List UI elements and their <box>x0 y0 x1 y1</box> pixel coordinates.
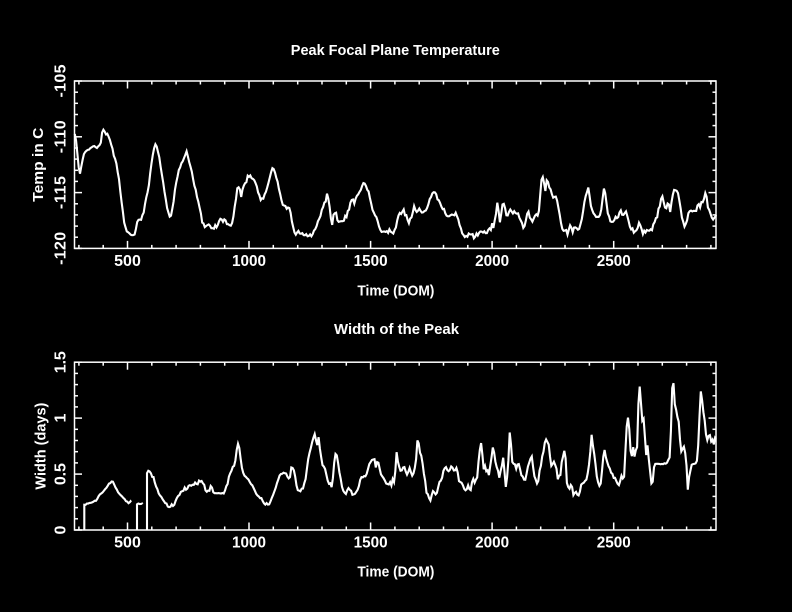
svg-text:1500: 1500 <box>354 253 388 270</box>
svg-text:1000: 1000 <box>232 535 266 552</box>
svg-text:1: 1 <box>52 414 69 423</box>
svg-text:0.5: 0.5 <box>52 463 69 485</box>
svg-text:-120: -120 <box>52 232 69 265</box>
svg-text:-115: -115 <box>52 176 69 209</box>
svg-text:500: 500 <box>114 253 141 270</box>
svg-text:0: 0 <box>52 525 69 534</box>
svg-text:2000: 2000 <box>475 535 509 552</box>
svg-text:Time (DOM): Time (DOM) <box>357 283 434 300</box>
svg-text:1500: 1500 <box>354 535 388 552</box>
svg-text:Width of the Peak: Width of the Peak <box>334 321 460 338</box>
svg-text:-110: -110 <box>52 120 69 153</box>
svg-text:2500: 2500 <box>597 535 631 552</box>
svg-text:2500: 2500 <box>597 253 631 270</box>
svg-text:-105: -105 <box>52 64 69 97</box>
svg-text:500: 500 <box>114 535 141 552</box>
svg-text:Width (days): Width (days) <box>33 403 50 490</box>
svg-text:Time (DOM): Time (DOM) <box>357 564 434 581</box>
svg-text:1000: 1000 <box>232 253 266 270</box>
svg-text:2000: 2000 <box>475 253 509 270</box>
svg-text:1.5: 1.5 <box>52 351 69 373</box>
svg-text:Temp in C: Temp in C <box>30 128 47 202</box>
svg-text:Peak Focal Plane Temperature: Peak Focal Plane Temperature <box>291 42 500 59</box>
